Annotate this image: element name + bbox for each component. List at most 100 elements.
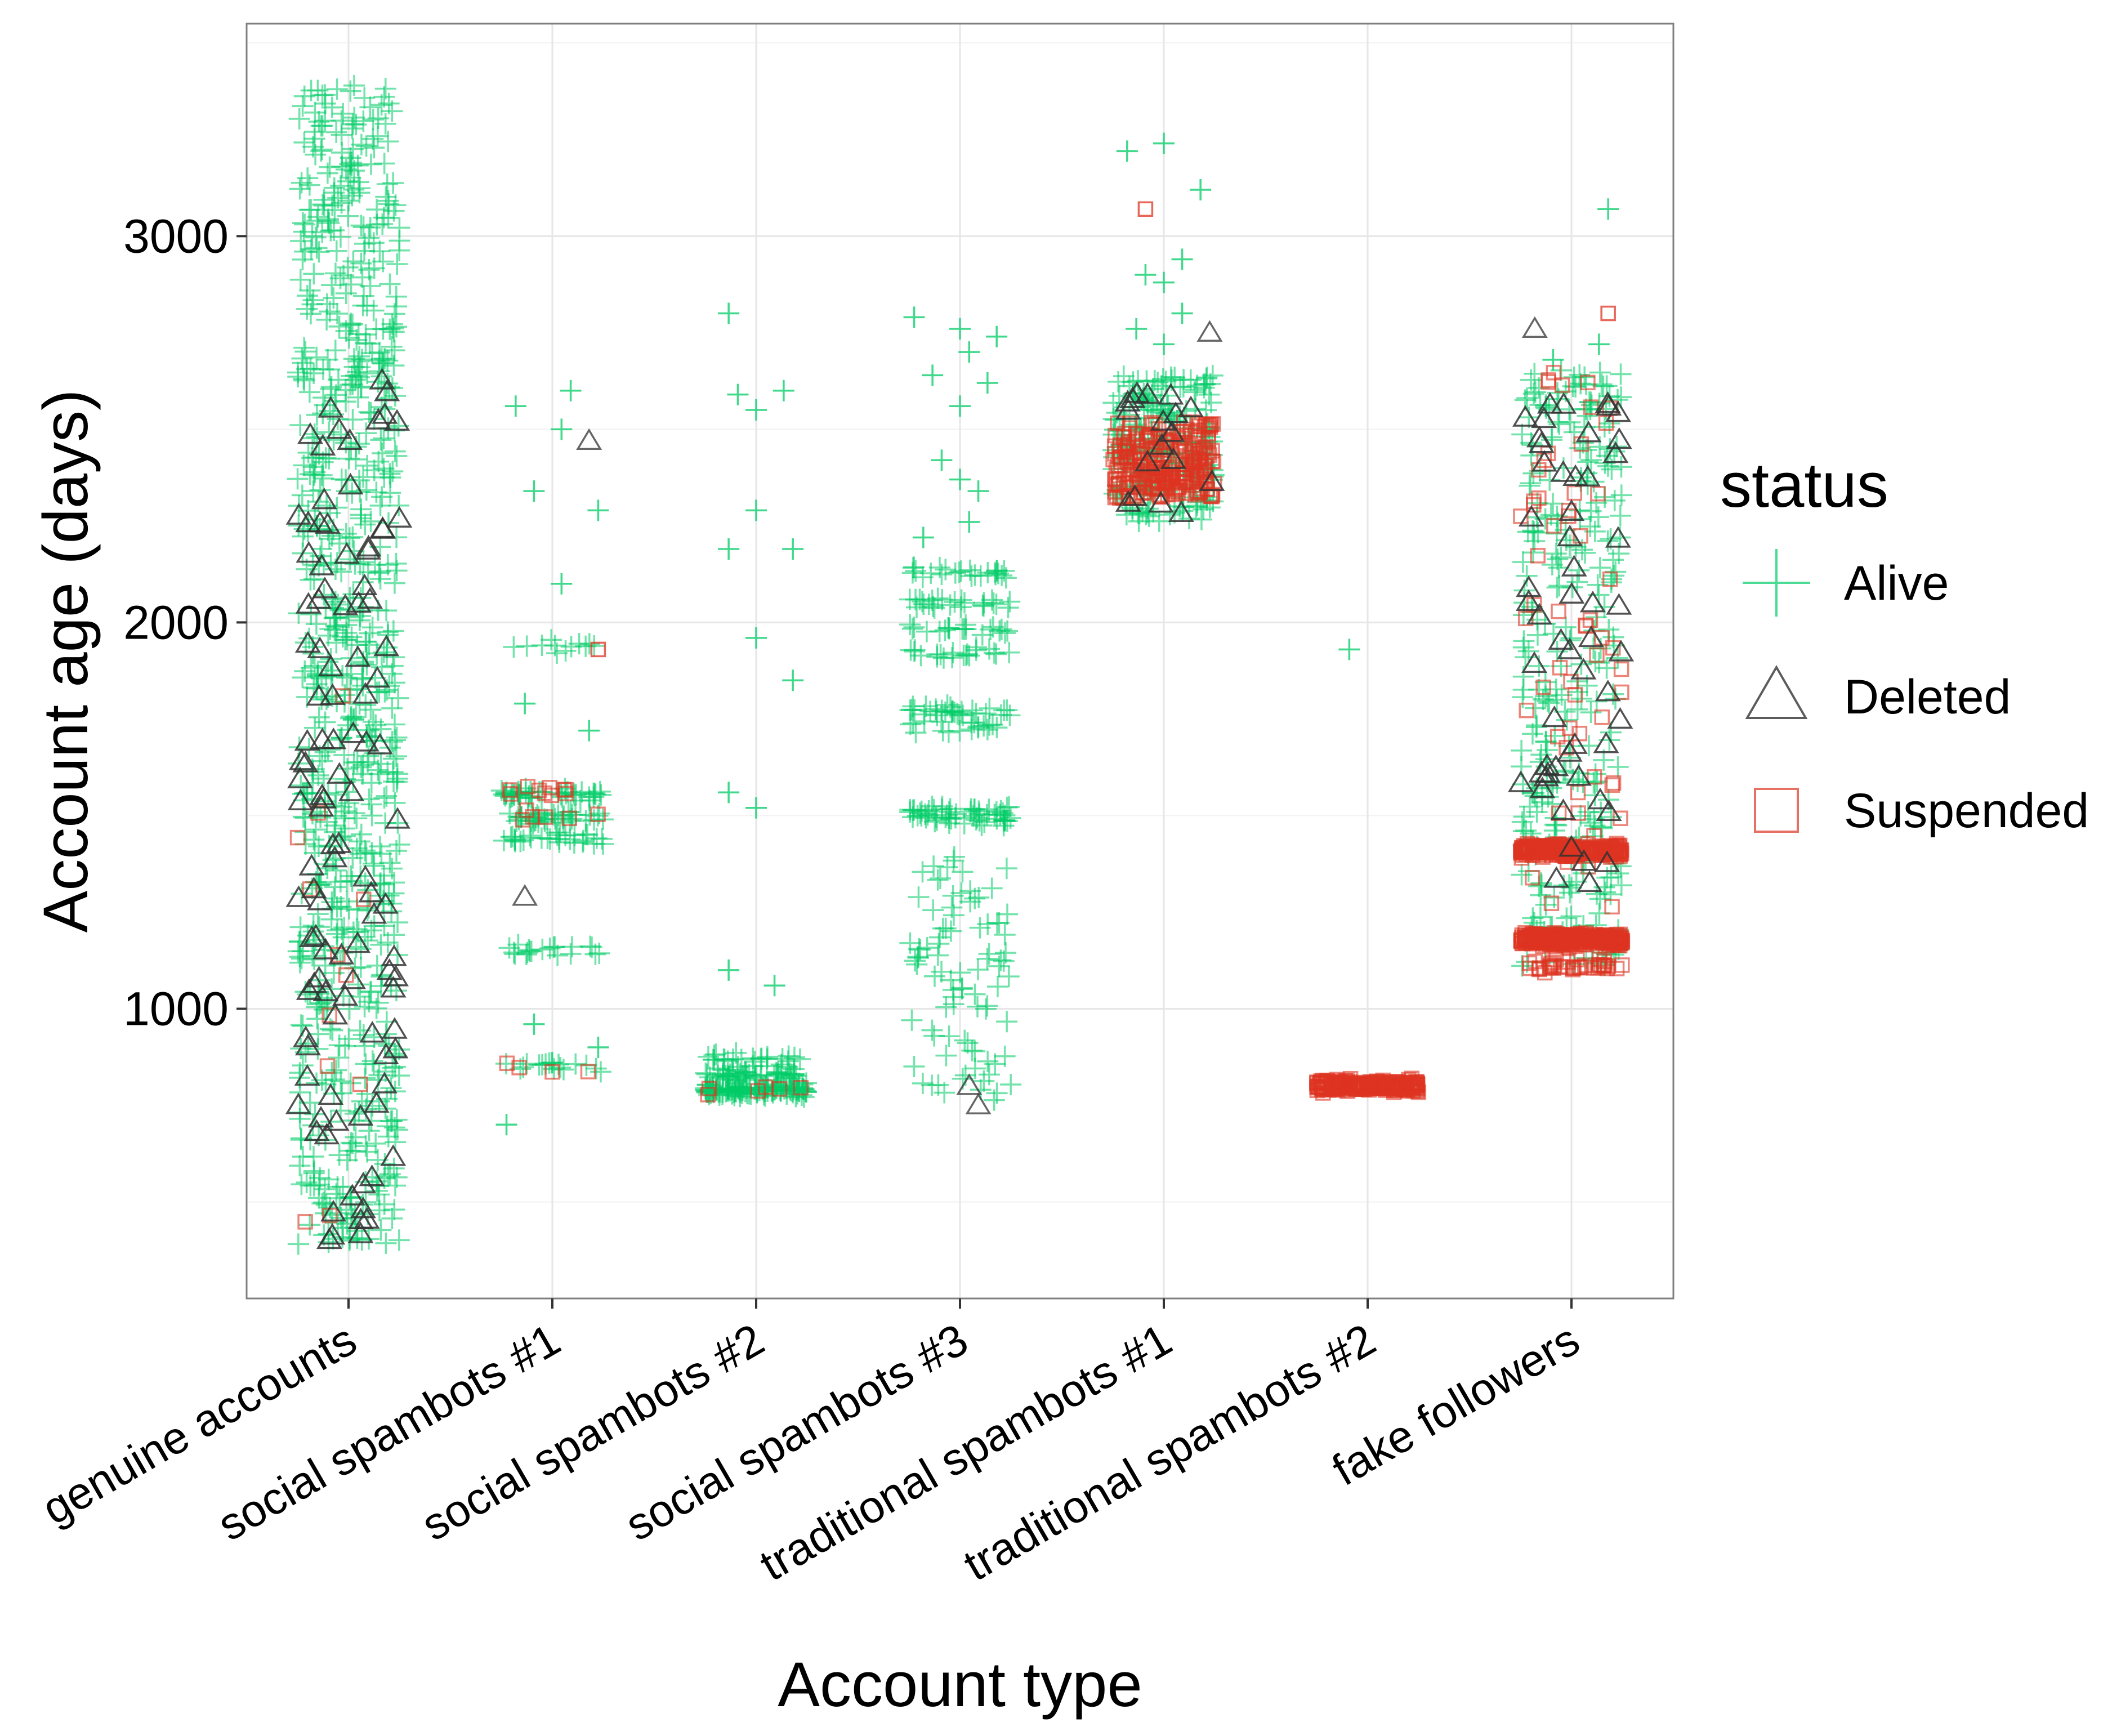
- alive-point: [350, 498, 372, 520]
- alive-point: [996, 810, 1018, 832]
- alive-point: [1555, 616, 1577, 638]
- alive-point: [343, 802, 365, 824]
- alive-point: [1544, 814, 1566, 836]
- alive-point: [935, 807, 957, 829]
- alive-point: [900, 639, 922, 661]
- alive-point: [328, 315, 350, 337]
- alive-point: [362, 128, 384, 150]
- deleted-point: [1122, 484, 1148, 506]
- alive-point: [1524, 697, 1546, 719]
- alive-point: [1520, 369, 1542, 391]
- alive-point: [347, 386, 369, 408]
- alive-point: [366, 1180, 388, 1202]
- alive-point: [912, 1072, 934, 1094]
- alive-point: [356, 751, 378, 773]
- alive-point: [967, 480, 989, 502]
- deleted-point: [287, 788, 314, 811]
- alive-point: [355, 1135, 377, 1157]
- alive-point: [1526, 801, 1548, 823]
- alive-point: [335, 391, 357, 413]
- deleted-point: [347, 1221, 374, 1243]
- deleted-point: [1526, 603, 1553, 625]
- suspended-point: [561, 810, 577, 827]
- deleted-point: [307, 636, 333, 658]
- alive-point: [324, 262, 346, 284]
- alive-point: [952, 861, 974, 883]
- suspended-point: [1550, 729, 1566, 745]
- alive-point: [336, 781, 358, 803]
- deleted-point: [373, 1042, 399, 1064]
- alive-point: [1000, 1074, 1022, 1096]
- suspended-point: [1376, 1077, 1391, 1092]
- alive-point: [703, 1048, 725, 1070]
- alive-point: [909, 802, 931, 824]
- alive-point: [379, 852, 401, 874]
- deleted-point: [323, 1109, 350, 1131]
- alive-point: [350, 133, 372, 155]
- deleted-point: [337, 472, 364, 495]
- suspended-point: [1602, 837, 1618, 854]
- alive-point: [324, 795, 346, 816]
- alive-point: [1518, 407, 1540, 429]
- alive-point: [331, 561, 352, 583]
- alive-point: [340, 865, 362, 887]
- alive-point: [745, 627, 767, 649]
- alive-point: [987, 563, 1009, 584]
- suspended-point: [1562, 720, 1578, 736]
- alive-point: [302, 642, 324, 664]
- alive-point: [1586, 492, 1608, 514]
- alive-point: [937, 721, 959, 743]
- alive-point: [381, 336, 403, 358]
- deleted-point: [380, 976, 407, 998]
- deleted-point: [340, 721, 367, 743]
- alive-point: [588, 943, 610, 965]
- alive-point: [949, 962, 971, 984]
- alive-point: [369, 568, 391, 590]
- alive-point: [903, 556, 925, 578]
- alive-point: [994, 622, 1016, 644]
- alive-point: [514, 693, 536, 715]
- deleted-point: [1134, 449, 1160, 472]
- suspended-point: [1333, 1078, 1349, 1095]
- suspended-point: [1580, 374, 1596, 391]
- alive-point: [329, 1188, 351, 1210]
- alive-point: [287, 468, 309, 490]
- legend-title: status: [1720, 450, 1888, 520]
- alive-point: [923, 1025, 945, 1047]
- alive-point: [986, 325, 1008, 347]
- alive-point: [923, 597, 945, 619]
- alive-point: [1550, 547, 1572, 569]
- deleted-point: [311, 577, 338, 599]
- alive-point: [495, 1114, 517, 1136]
- alive-point: [305, 447, 327, 468]
- alive-point: [363, 915, 385, 937]
- alive-point: [1184, 381, 1205, 403]
- suspended-point: [1178, 485, 1194, 501]
- suspended-point: [1200, 426, 1216, 441]
- deleted-point: [356, 587, 383, 609]
- suspended-point: [319, 1058, 336, 1074]
- suspended-point: [558, 782, 574, 798]
- alive-point: [335, 283, 357, 305]
- deleted-point: [1529, 776, 1556, 798]
- alive-point: [1513, 806, 1535, 828]
- alive-point: [313, 584, 335, 606]
- legend-entry: Alive: [1743, 549, 1949, 617]
- alive-point: [328, 1034, 350, 1056]
- suspended-point: [1370, 1074, 1386, 1090]
- alive-point: [291, 172, 312, 194]
- suspended-point: [1182, 423, 1198, 440]
- suspended-point: [1122, 415, 1138, 431]
- deleted-point: [345, 931, 371, 953]
- alive-point: [1556, 709, 1578, 731]
- square-icon: [1754, 788, 1799, 833]
- alive-point: [949, 720, 971, 742]
- alive-point: [951, 978, 973, 1000]
- deleted-point: [1559, 582, 1585, 604]
- alive-point: [954, 1029, 976, 1051]
- alive-point: [386, 944, 408, 966]
- alive-point: [1602, 683, 1624, 705]
- alive-point: [927, 869, 949, 891]
- alive-point: [289, 952, 311, 974]
- alive-point: [316, 293, 338, 315]
